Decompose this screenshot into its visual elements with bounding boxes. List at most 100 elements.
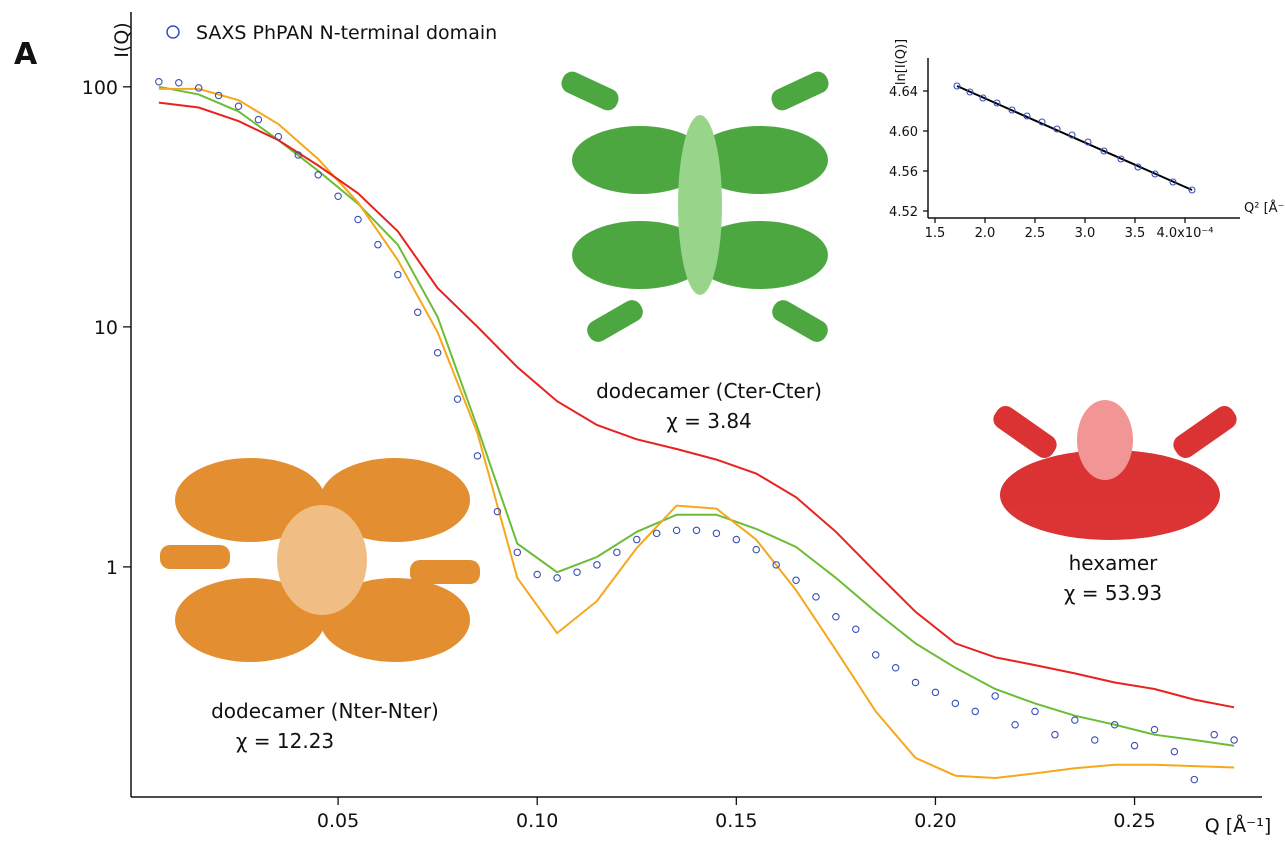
data-point: [493, 507, 502, 516]
main-plot: 0.05 0.10 0.15 0.20 0.25 1 10 100 Q [Å⁻¹] I(Q) dod…: [82, 12, 1271, 837]
data-point: [1170, 747, 1179, 756]
x-tick-label: 0.10: [516, 810, 558, 832]
fit-line: [956, 85, 1193, 191]
structure-label: dodecamer (Nter-Nter): [211, 699, 439, 723]
data-point: [234, 102, 243, 111]
data-point: [732, 535, 741, 544]
data-point: [1071, 716, 1079, 724]
data-point: [1068, 131, 1076, 139]
inset-plot: 1.5 2.0 2.5 3.0 3.5 4.0x10⁻⁴ 4.52 4.56 4.60 4.64 Q…: [889, 39, 1285, 241]
x-tick-label: 0.15: [715, 810, 757, 832]
data-point: [513, 548, 522, 557]
data-point: [692, 526, 701, 535]
data-point: [911, 678, 920, 687]
data-point: [1151, 170, 1159, 178]
x-tick-label: 0.25: [1113, 810, 1155, 832]
x-axis-label: Q [Å⁻¹]: [1205, 814, 1271, 837]
data-point: [1188, 186, 1196, 194]
data-point: [453, 395, 462, 403]
y-tick-label: 4.64: [889, 85, 918, 100]
data-point: [871, 651, 880, 659]
data-point: [1110, 720, 1119, 729]
structure-label: dodecamer (Cter-Cter): [596, 379, 822, 403]
data-point: [473, 452, 482, 460]
data-point: [891, 664, 900, 672]
data-point: [672, 526, 681, 535]
y-tick-label: 4.56: [889, 165, 918, 180]
x-tick-label: 4.0x10⁻⁴: [1157, 226, 1214, 241]
data-point: [274, 132, 283, 141]
data-point: [533, 570, 541, 579]
structure-label: hexamer: [1069, 551, 1159, 575]
data-point: [1230, 736, 1238, 744]
data-point: [254, 115, 263, 124]
x-tick-label: 2.0: [975, 226, 996, 241]
x-tick-label: 0.20: [914, 810, 956, 832]
data-point: [1090, 736, 1099, 744]
data-point: [354, 215, 362, 224]
data-point: [613, 548, 621, 557]
data-point: [1169, 178, 1177, 186]
data-point: [1190, 775, 1199, 784]
data-point: [1117, 155, 1125, 163]
data-point: [832, 612, 840, 621]
data-point: [294, 151, 303, 159]
chi-label: χ = 53.93: [1064, 581, 1162, 605]
data-point: [374, 240, 382, 249]
data-point: [1053, 125, 1061, 133]
data-point: [1023, 112, 1031, 120]
data-point: [1038, 118, 1046, 126]
data-point: [993, 99, 1001, 107]
data-point: [553, 574, 561, 582]
x-tick-label: 2.5: [1025, 226, 1046, 241]
data-point: [194, 84, 203, 92]
data-point: [1100, 147, 1108, 155]
data-point: [593, 561, 601, 569]
y-tick-label: 100: [82, 77, 118, 99]
x-tick-label: 3.0: [1075, 226, 1096, 241]
data-point: [971, 707, 980, 716]
y-tick-label: 4.60: [889, 125, 918, 140]
data-point: [433, 349, 442, 357]
y-tick-label: 1: [106, 557, 118, 579]
data-point: [712, 529, 721, 538]
panel-label: A: [14, 37, 38, 72]
data-point: [394, 270, 402, 279]
data-point: [991, 692, 999, 700]
data-point: [155, 77, 163, 86]
data-point: [1008, 106, 1016, 114]
fit-line: [158, 87, 1235, 780]
data-point: [413, 308, 422, 317]
data-point: [314, 171, 322, 179]
data-point: [951, 699, 960, 708]
data-point: [1011, 720, 1019, 729]
data-point: [175, 78, 183, 87]
structure-hexamer: [993, 400, 1237, 540]
data-point: [334, 192, 342, 201]
data-point: [1084, 138, 1092, 146]
y-tick-label: 10: [94, 317, 118, 339]
data-point: [633, 535, 641, 544]
data-point: [1051, 730, 1059, 739]
data-point: [772, 561, 780, 569]
fit-line: [158, 85, 1235, 747]
structure-nter: [160, 458, 480, 662]
data-point: [1210, 730, 1218, 739]
data-point: [1134, 163, 1142, 171]
data-point: [652, 529, 661, 538]
data-point: [979, 94, 987, 102]
data-point: [953, 82, 961, 90]
fit-line: [158, 101, 1235, 709]
data-point: [1150, 725, 1159, 734]
x-axis-label: Q² [Å⁻²]: [1244, 200, 1285, 216]
data-point: [214, 91, 223, 100]
data-point: [792, 576, 800, 584]
data-point: [1130, 741, 1139, 750]
chi-label: χ = 12.23: [236, 729, 334, 753]
data-point: [931, 688, 940, 697]
legend-label: SAXS PhPAN N-terminal domain: [196, 22, 497, 44]
y-tick-label: 4.52: [889, 205, 918, 220]
data-point: [1031, 707, 1039, 716]
